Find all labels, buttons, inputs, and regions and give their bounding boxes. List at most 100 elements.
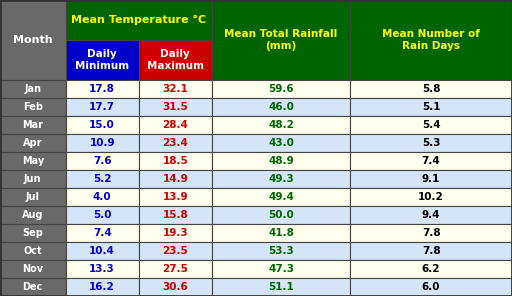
Bar <box>0 206 66 224</box>
Bar <box>139 206 212 224</box>
Bar <box>66 0 212 40</box>
Bar <box>0 0 66 80</box>
Bar <box>212 116 350 134</box>
Text: 10.2: 10.2 <box>418 192 444 202</box>
Bar <box>66 170 139 188</box>
Bar <box>350 260 512 278</box>
Text: 23.4: 23.4 <box>162 138 188 148</box>
Bar <box>212 206 350 224</box>
Text: Mean Temperature °C: Mean Temperature °C <box>71 15 206 25</box>
Text: 7.4: 7.4 <box>93 228 112 238</box>
Text: 4.0: 4.0 <box>93 192 112 202</box>
Bar <box>66 242 139 260</box>
Bar <box>66 116 139 134</box>
Text: 7.6: 7.6 <box>93 156 112 166</box>
Bar <box>139 260 212 278</box>
Text: 30.6: 30.6 <box>162 282 188 292</box>
Bar <box>139 278 212 296</box>
Text: Apr: Apr <box>23 138 42 148</box>
Bar <box>66 134 139 152</box>
Bar <box>66 80 139 98</box>
Bar <box>212 242 350 260</box>
Bar <box>350 242 512 260</box>
Text: 27.5: 27.5 <box>162 264 188 274</box>
Text: 53.3: 53.3 <box>268 246 294 256</box>
Bar <box>350 224 512 242</box>
Text: 28.4: 28.4 <box>162 120 188 130</box>
Text: 31.5: 31.5 <box>162 102 188 112</box>
Bar <box>139 224 212 242</box>
Text: 5.4: 5.4 <box>422 120 440 130</box>
Text: 51.1: 51.1 <box>268 282 294 292</box>
Text: Aug: Aug <box>22 210 44 220</box>
Bar <box>350 188 512 206</box>
Bar <box>0 80 66 98</box>
Bar <box>139 188 212 206</box>
Text: Feb: Feb <box>23 102 43 112</box>
Text: 13.3: 13.3 <box>89 264 115 274</box>
Bar <box>350 206 512 224</box>
Bar <box>139 80 212 98</box>
Bar <box>212 260 350 278</box>
Bar <box>350 80 512 98</box>
Bar <box>139 170 212 188</box>
Bar <box>0 260 66 278</box>
Text: 6.0: 6.0 <box>422 282 440 292</box>
Bar <box>212 98 350 116</box>
Text: 48.2: 48.2 <box>268 120 294 130</box>
Bar <box>0 152 66 170</box>
Bar <box>212 278 350 296</box>
Bar <box>350 170 512 188</box>
Bar <box>66 278 139 296</box>
Bar <box>66 188 139 206</box>
Text: 7.4: 7.4 <box>422 156 440 166</box>
Text: 9.4: 9.4 <box>422 210 440 220</box>
Bar <box>66 206 139 224</box>
Bar <box>139 134 212 152</box>
Bar <box>66 260 139 278</box>
Bar <box>66 98 139 116</box>
Text: 18.5: 18.5 <box>162 156 188 166</box>
Bar <box>350 152 512 170</box>
Text: 5.0: 5.0 <box>93 210 112 220</box>
Bar <box>139 152 212 170</box>
Bar <box>0 134 66 152</box>
Text: 5.8: 5.8 <box>422 84 440 94</box>
Bar <box>212 152 350 170</box>
Bar <box>212 224 350 242</box>
Bar <box>0 116 66 134</box>
Bar <box>139 40 212 80</box>
Text: 14.9: 14.9 <box>162 174 188 184</box>
Text: 23.5: 23.5 <box>162 246 188 256</box>
Text: 9.1: 9.1 <box>422 174 440 184</box>
Text: Nov: Nov <box>22 264 44 274</box>
Text: Sep: Sep <box>23 228 43 238</box>
Bar <box>0 278 66 296</box>
Text: 16.2: 16.2 <box>89 282 115 292</box>
Text: Jun: Jun <box>24 174 41 184</box>
Text: 17.7: 17.7 <box>89 102 115 112</box>
Text: 7.8: 7.8 <box>422 228 440 238</box>
Text: 7.8: 7.8 <box>422 246 440 256</box>
Text: Oct: Oct <box>24 246 42 256</box>
Text: 50.0: 50.0 <box>268 210 294 220</box>
Bar <box>0 188 66 206</box>
Bar <box>350 0 512 80</box>
Text: 13.9: 13.9 <box>162 192 188 202</box>
Text: 5.2: 5.2 <box>93 174 112 184</box>
Text: 43.0: 43.0 <box>268 138 294 148</box>
Bar <box>139 98 212 116</box>
Bar <box>350 134 512 152</box>
Text: 59.6: 59.6 <box>268 84 294 94</box>
Bar <box>0 242 66 260</box>
Text: 49.4: 49.4 <box>268 192 294 202</box>
Bar <box>212 134 350 152</box>
Bar <box>66 224 139 242</box>
Bar <box>212 188 350 206</box>
Bar <box>350 116 512 134</box>
Bar <box>0 170 66 188</box>
Text: Jan: Jan <box>24 84 41 94</box>
Text: 17.8: 17.8 <box>89 84 115 94</box>
Bar <box>212 80 350 98</box>
Text: Jul: Jul <box>26 192 40 202</box>
